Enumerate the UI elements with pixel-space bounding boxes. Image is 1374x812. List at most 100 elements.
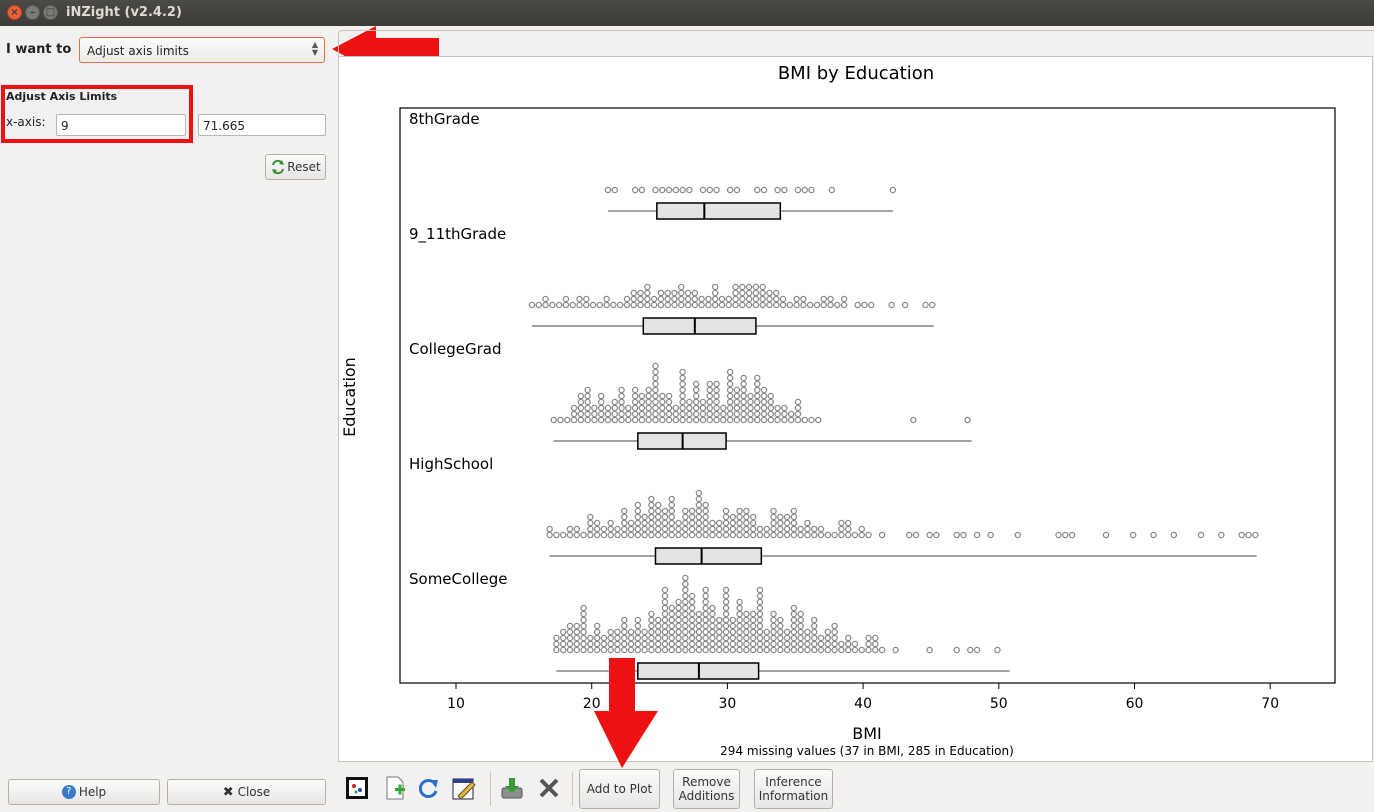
data-point bbox=[777, 640, 784, 648]
data-point bbox=[570, 410, 578, 418]
data-point bbox=[654, 513, 662, 521]
data-point bbox=[641, 646, 648, 654]
data-point bbox=[804, 531, 811, 539]
x-axis-title: BMI bbox=[852, 724, 882, 743]
data-point bbox=[627, 519, 635, 527]
data-point bbox=[840, 295, 848, 303]
add-plot-icon[interactable] bbox=[383, 776, 407, 800]
window-minimize-button[interactable]: – bbox=[25, 5, 40, 20]
data-point bbox=[777, 525, 784, 533]
edit-icon[interactable] bbox=[452, 776, 476, 800]
action-select[interactable]: Adjust axis limits ▲ ▼ bbox=[79, 37, 325, 63]
data-point bbox=[679, 186, 686, 194]
data-point bbox=[577, 392, 585, 400]
data-point bbox=[716, 525, 723, 533]
x-max-input[interactable]: 71.665 bbox=[198, 114, 326, 136]
data-point bbox=[652, 186, 659, 194]
data-point bbox=[682, 610, 689, 618]
x-min-input[interactable]: 9 bbox=[56, 114, 186, 136]
data-point bbox=[607, 531, 614, 539]
data-point bbox=[808, 416, 815, 424]
data-point bbox=[736, 634, 743, 642]
data-point bbox=[648, 525, 655, 533]
data-point bbox=[705, 301, 712, 309]
data-point bbox=[699, 416, 707, 424]
data-point bbox=[729, 525, 737, 533]
data-point bbox=[929, 301, 936, 309]
data-point bbox=[702, 634, 709, 642]
data-point bbox=[678, 289, 685, 297]
data-point bbox=[716, 616, 723, 624]
data-point bbox=[763, 628, 771, 636]
data-point bbox=[593, 634, 601, 642]
remove-additions-button[interactable]: Remove Additions bbox=[673, 769, 740, 809]
data-point bbox=[817, 634, 825, 642]
data-point bbox=[713, 398, 720, 406]
data-point bbox=[702, 586, 709, 594]
data-point bbox=[668, 531, 676, 539]
data-point bbox=[641, 519, 648, 527]
save-icon[interactable] bbox=[500, 776, 524, 800]
data-point bbox=[702, 604, 709, 612]
data-point bbox=[718, 301, 726, 309]
data-point bbox=[596, 301, 604, 309]
data-point bbox=[716, 634, 723, 642]
data-point bbox=[711, 289, 719, 297]
data-point bbox=[756, 592, 764, 600]
data-point bbox=[650, 301, 658, 309]
data-point bbox=[861, 301, 868, 309]
reset-button[interactable]: Reset bbox=[265, 154, 326, 180]
data-point bbox=[607, 628, 614, 636]
data-point bbox=[573, 646, 581, 654]
data-point bbox=[831, 640, 838, 648]
add-to-plot-button[interactable]: Add to Plot bbox=[579, 769, 660, 809]
data-point bbox=[745, 301, 753, 309]
data-point bbox=[600, 646, 608, 654]
data-point bbox=[810, 628, 818, 636]
close-button[interactable]: ✖ Close bbox=[167, 779, 326, 805]
data-point bbox=[781, 410, 788, 418]
data-point bbox=[767, 404, 775, 412]
data-point bbox=[559, 640, 567, 648]
data-point bbox=[679, 392, 686, 400]
data-point bbox=[810, 531, 818, 539]
data-point bbox=[912, 531, 920, 539]
new-window-icon[interactable] bbox=[345, 776, 369, 800]
inference-information-button[interactable]: Inference Information bbox=[754, 769, 833, 809]
data-point bbox=[706, 404, 714, 412]
data-point bbox=[630, 295, 638, 303]
data-point bbox=[851, 646, 859, 654]
refresh-icon[interactable] bbox=[416, 776, 440, 800]
data-point bbox=[824, 646, 832, 654]
data-point bbox=[844, 646, 852, 654]
data-point bbox=[889, 186, 897, 194]
data-point bbox=[722, 604, 730, 612]
data-point bbox=[644, 295, 651, 303]
data-point bbox=[625, 410, 632, 418]
data-point bbox=[960, 531, 967, 539]
box-iqr bbox=[654, 547, 763, 565]
data-point bbox=[559, 634, 567, 642]
data-point bbox=[664, 295, 671, 303]
window-maximize-button[interactable]: □ bbox=[43, 5, 58, 20]
data-point bbox=[645, 416, 652, 424]
data-point bbox=[695, 646, 703, 654]
data-point bbox=[682, 531, 689, 539]
delete-icon[interactable] bbox=[537, 776, 561, 800]
data-point bbox=[740, 392, 747, 400]
data-point bbox=[695, 622, 703, 630]
data-point bbox=[648, 507, 655, 515]
data-point bbox=[716, 622, 723, 630]
data-point bbox=[668, 622, 676, 630]
help-button[interactable]: ? Help bbox=[8, 779, 160, 805]
data-point bbox=[654, 507, 662, 515]
data-point bbox=[678, 295, 685, 303]
plot-frame bbox=[399, 107, 1336, 684]
data-point bbox=[790, 634, 798, 642]
data-point bbox=[747, 398, 754, 406]
data-point bbox=[922, 301, 929, 309]
data-point bbox=[661, 622, 669, 630]
data-point bbox=[671, 301, 678, 309]
window-close-button[interactable]: × bbox=[7, 5, 22, 20]
data-point bbox=[747, 392, 754, 400]
